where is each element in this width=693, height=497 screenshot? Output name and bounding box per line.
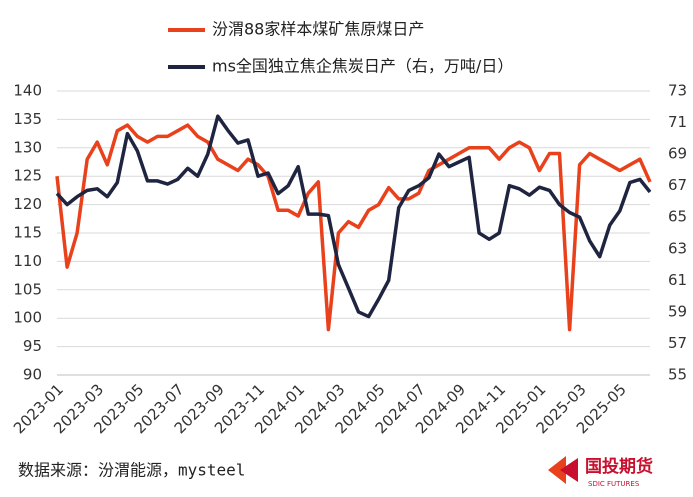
y-tick-label: 135 [13,110,42,128]
y-tick-label: 120 [13,195,42,213]
legend-label: 汾渭88家样本煤矿焦原煤日产 [212,20,424,39]
y2-tick-label: 57 [668,334,687,352]
y-tick-label: 130 [13,138,42,156]
logo: 国投期货 SDIC FUTURES [548,456,653,488]
y2-tick-label: 71 [668,113,687,131]
y2-tick-label: 63 [668,239,687,257]
y2-tick-label: 65 [668,208,687,226]
series-line [55,123,652,332]
series-line [55,114,652,319]
y-tick-label: 105 [13,280,42,298]
y-tick-label: 110 [13,252,42,270]
y2-tick-label: 59 [668,302,687,320]
y2-tick-label: 69 [668,145,687,163]
y-tick-label: 140 [13,82,42,100]
y2-tick-label: 67 [668,176,687,194]
legend-label: ms全国独立焦企焦炭日产（右，万吨/日） [212,57,513,76]
y2-tick-label: 61 [668,271,687,289]
y-tick-label: 90 [23,366,42,384]
logo-subtext: SDIC FUTURES [588,480,640,488]
y2-tick-label: 55 [668,366,687,384]
y2-tick-label: 73 [668,82,687,100]
y-tick-label: 100 [13,309,42,327]
logo-text: 国投期货 [585,456,653,477]
y-tick-label: 125 [13,167,42,185]
source-note: 数据来源：汾渭能源，mysteel [18,461,245,480]
y-tick-label: 95 [23,337,42,355]
y-tick-label: 115 [13,224,42,242]
logo-icon [560,458,578,482]
logo-icon [548,456,566,484]
